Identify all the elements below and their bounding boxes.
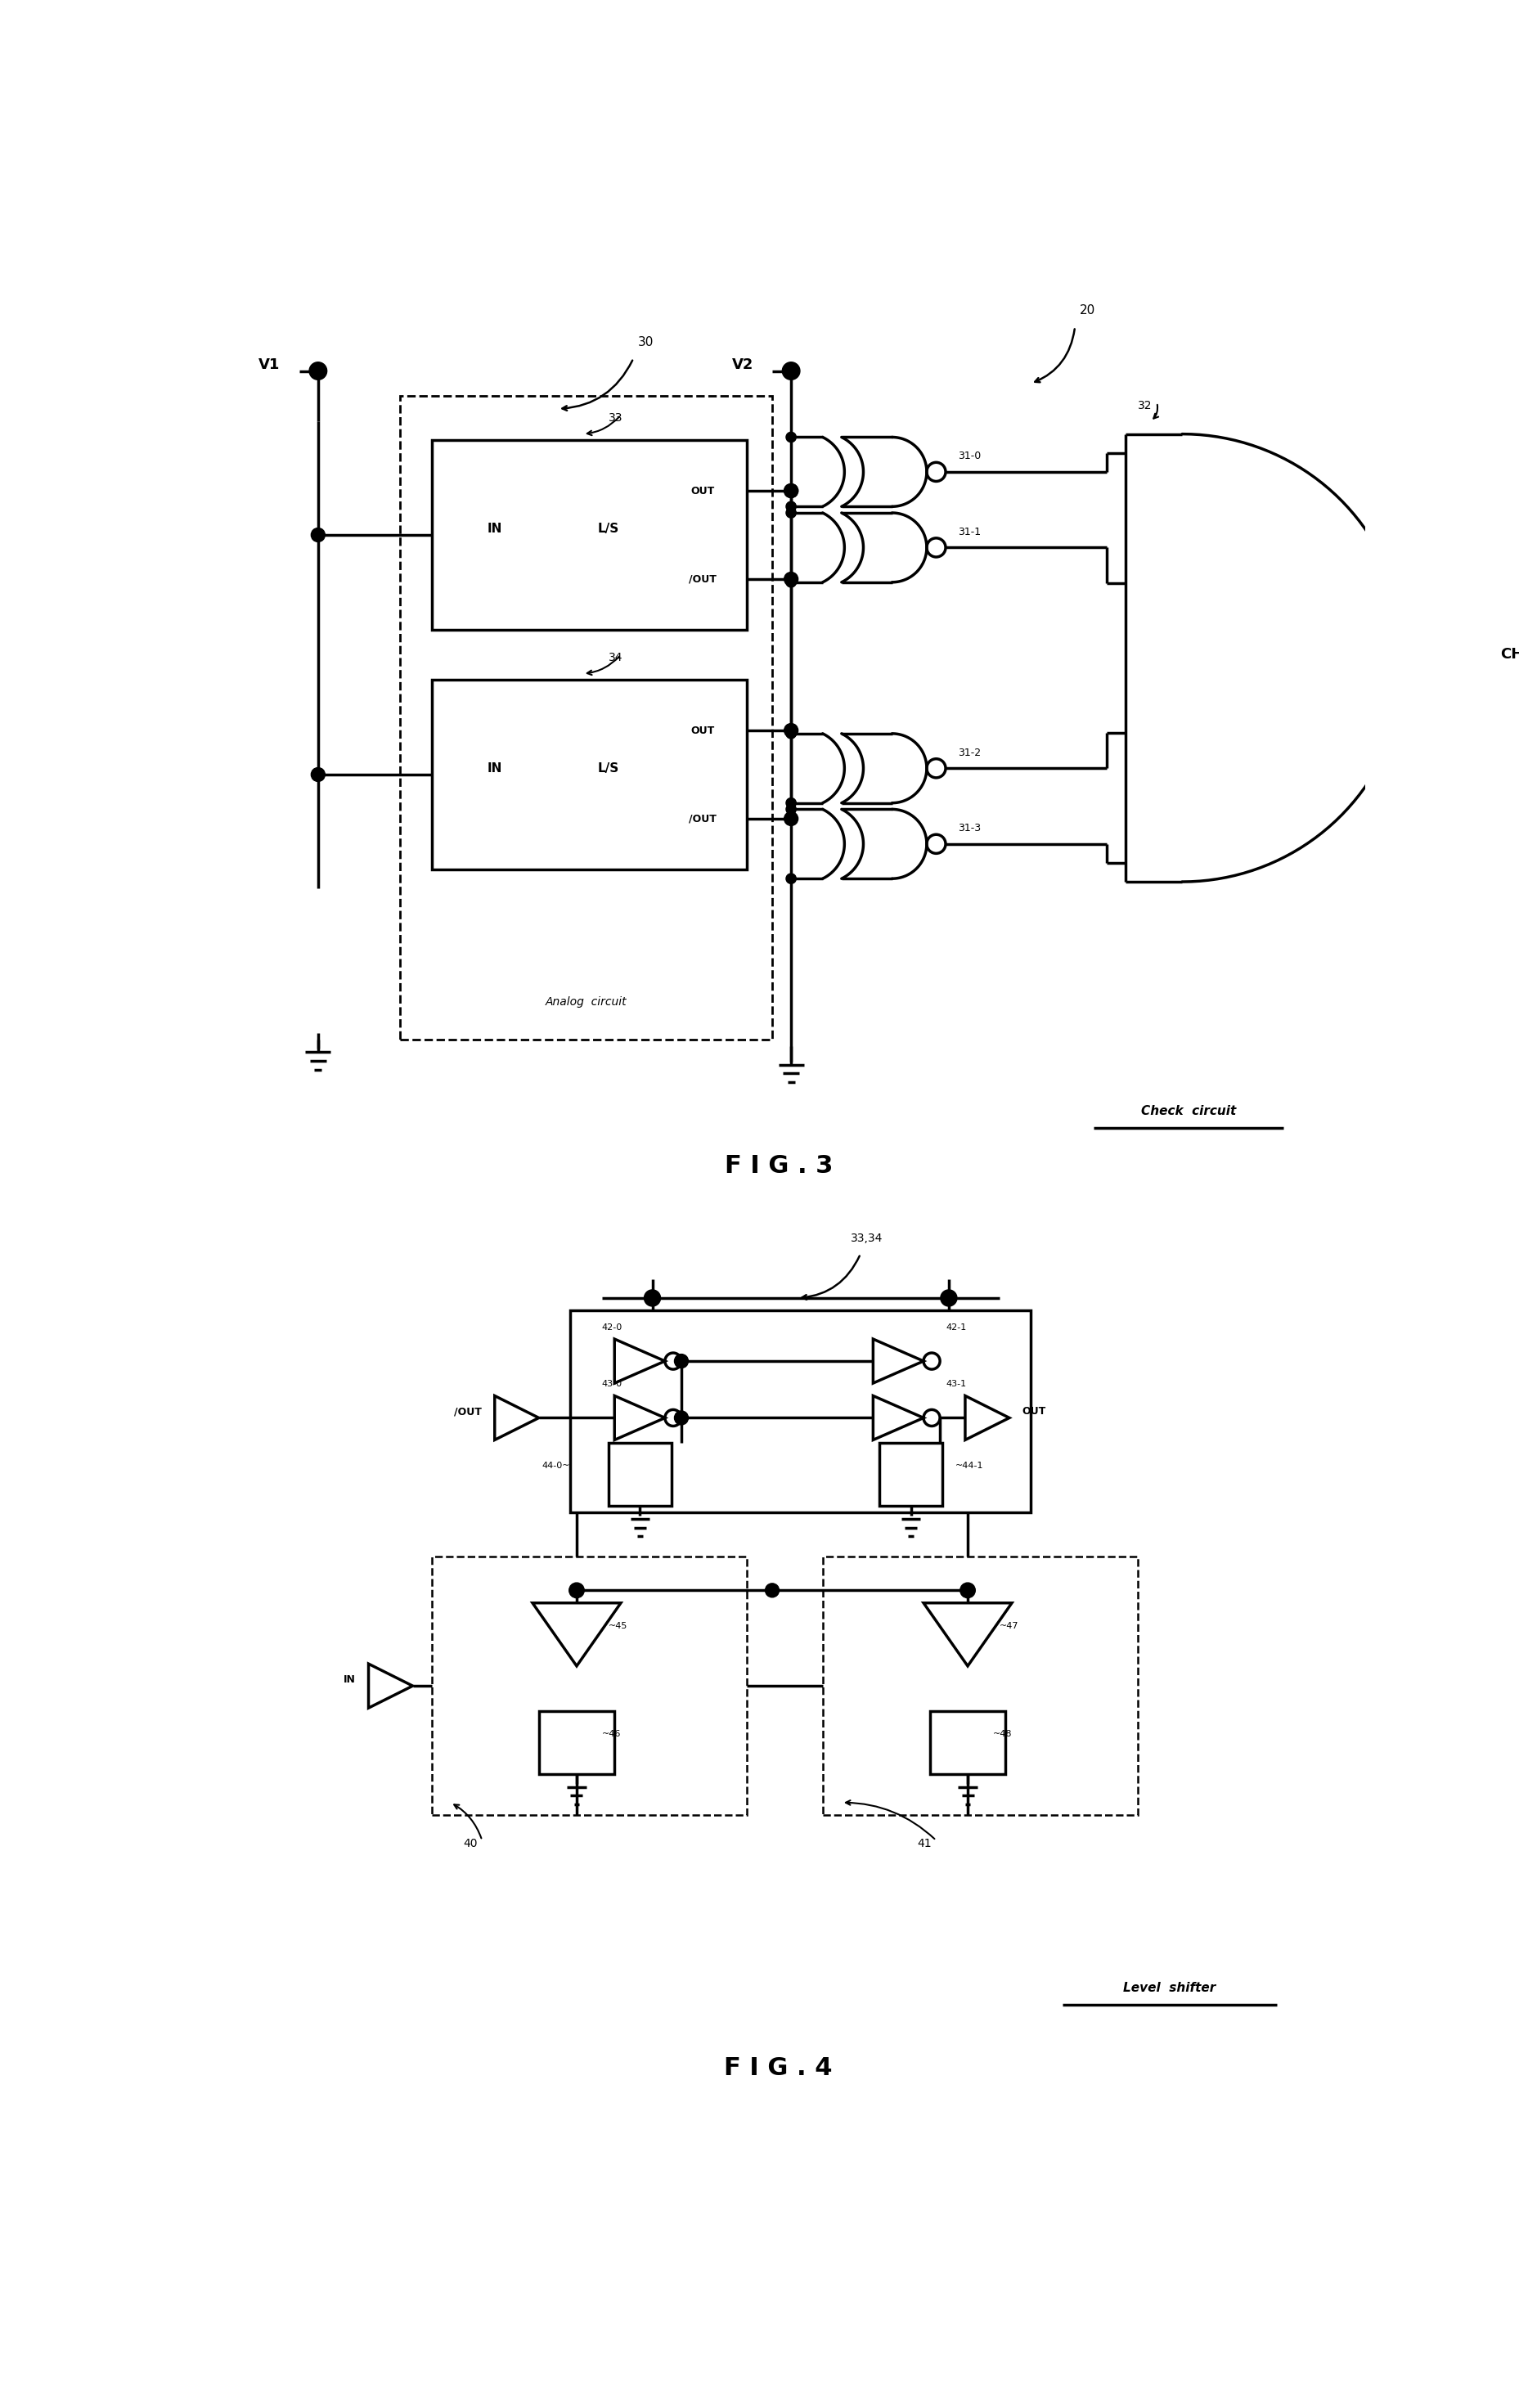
Text: IN: IN — [343, 1674, 355, 1686]
Circle shape — [311, 527, 325, 542]
Circle shape — [785, 797, 796, 809]
Circle shape — [674, 1411, 688, 1426]
Bar — [539, 1712, 615, 1775]
Text: 43-1: 43-1 — [946, 1380, 966, 1387]
Text: 40: 40 — [463, 1837, 477, 1849]
Polygon shape — [924, 1604, 1012, 1666]
Circle shape — [785, 508, 796, 518]
Text: F I G . 4: F I G . 4 — [725, 2056, 832, 2081]
Text: ~47: ~47 — [1000, 1621, 1018, 1630]
Circle shape — [785, 730, 796, 739]
Text: /OUT: /OUT — [690, 814, 717, 824]
Text: ~48: ~48 — [993, 1729, 1012, 1739]
Text: 31-1: 31-1 — [958, 527, 981, 537]
Circle shape — [785, 874, 796, 884]
Polygon shape — [873, 1397, 924, 1440]
Text: 42-1: 42-1 — [946, 1322, 968, 1332]
Circle shape — [310, 361, 327, 380]
Circle shape — [785, 804, 796, 814]
Circle shape — [960, 1582, 975, 1599]
Text: IN: IN — [488, 763, 503, 775]
Text: /OUT: /OUT — [454, 1406, 482, 1416]
Text: 33,34: 33,34 — [851, 1233, 883, 1243]
Text: 41: 41 — [917, 1837, 931, 1849]
Text: 31-0: 31-0 — [958, 450, 981, 462]
Text: F I G . 3: F I G . 3 — [725, 1153, 832, 1178]
Text: OUT: OUT — [691, 725, 715, 737]
Polygon shape — [965, 1397, 1009, 1440]
Text: 30: 30 — [638, 335, 655, 349]
Polygon shape — [533, 1604, 621, 1666]
Bar — [431, 679, 747, 869]
Text: 34: 34 — [608, 653, 623, 665]
Text: 33: 33 — [608, 412, 623, 424]
Text: CHECK: CHECK — [1501, 648, 1519, 662]
Text: /OUT: /OUT — [690, 573, 717, 585]
Circle shape — [785, 578, 796, 588]
Text: IN: IN — [488, 523, 503, 535]
Text: 20: 20 — [1080, 303, 1095, 315]
Circle shape — [766, 1584, 779, 1597]
Polygon shape — [873, 1339, 924, 1382]
Text: Check  circuit: Check circuit — [1141, 1105, 1236, 1117]
Text: OUT: OUT — [691, 486, 715, 496]
Text: 43-0: 43-0 — [602, 1380, 623, 1387]
Text: ~44-1: ~44-1 — [955, 1462, 983, 1469]
Circle shape — [784, 573, 797, 585]
Polygon shape — [615, 1339, 665, 1382]
Polygon shape — [495, 1397, 539, 1440]
Circle shape — [785, 501, 796, 510]
Circle shape — [784, 722, 797, 737]
Text: 31-2: 31-2 — [958, 746, 981, 759]
Polygon shape — [369, 1664, 413, 1707]
Text: Level  shifter: Level shifter — [1123, 1982, 1215, 1994]
Circle shape — [940, 1291, 957, 1305]
Text: V1: V1 — [258, 356, 279, 371]
Text: 44-0~: 44-0~ — [542, 1462, 570, 1469]
Circle shape — [784, 484, 797, 498]
Text: L/S: L/S — [597, 763, 618, 775]
Text: V2: V2 — [732, 356, 753, 371]
Text: ~45: ~45 — [608, 1621, 627, 1630]
Text: 31-3: 31-3 — [958, 824, 981, 833]
Circle shape — [570, 1582, 585, 1599]
Bar — [570, 1310, 1031, 1512]
Circle shape — [785, 431, 796, 443]
Bar — [431, 441, 747, 628]
Bar — [930, 1712, 1006, 1775]
Circle shape — [784, 484, 797, 498]
Circle shape — [644, 1291, 661, 1305]
Circle shape — [784, 811, 797, 826]
Bar — [880, 1442, 942, 1505]
Text: ~46: ~46 — [602, 1729, 621, 1739]
Text: Analog  circuit: Analog circuit — [545, 997, 627, 1009]
Circle shape — [311, 768, 325, 783]
Polygon shape — [615, 1397, 665, 1440]
Circle shape — [674, 1353, 688, 1368]
Circle shape — [782, 361, 801, 380]
Text: OUT: OUT — [1022, 1406, 1047, 1416]
Text: L/S: L/S — [597, 523, 618, 535]
Text: 32: 32 — [1138, 400, 1153, 412]
Text: 42-0: 42-0 — [602, 1322, 623, 1332]
Bar — [608, 1442, 671, 1505]
